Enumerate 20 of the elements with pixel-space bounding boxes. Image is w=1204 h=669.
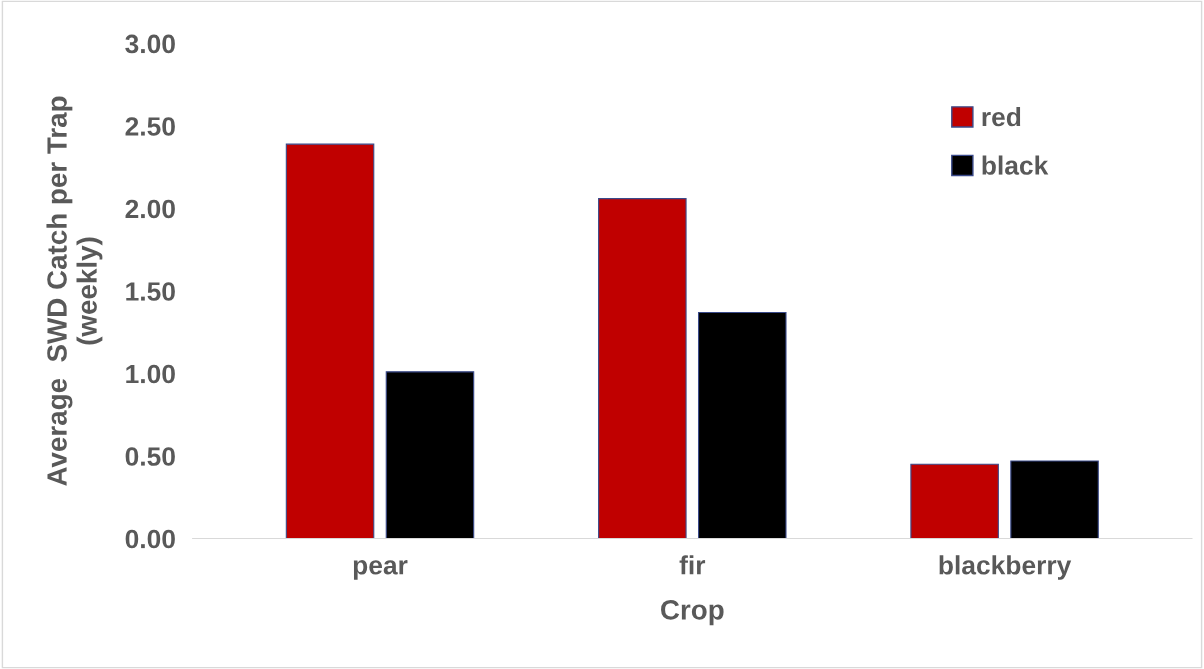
- x-tick-label: fir: [679, 555, 706, 575]
- y-tick-label: 2.50: [125, 117, 175, 136]
- y-tick-label: 0.50: [125, 447, 175, 466]
- y-axis-title: Average SWD Catch per Trap (weekly): [46, 96, 103, 486]
- x-tick-label: pear: [353, 560, 408, 580]
- bar: [1010, 460, 1099, 539]
- y-tick-label: 0.00: [125, 529, 175, 549]
- x-tick-label: blackberry: [939, 555, 1072, 580]
- bar: [697, 311, 787, 539]
- legend-label: red: [982, 106, 1021, 127]
- y-tick-label: 2.00: [125, 199, 175, 219]
- bar: [285, 143, 375, 539]
- bar: [598, 198, 687, 539]
- y-tick-label: 1.50: [126, 282, 175, 301]
- legend-label: black: [982, 155, 1049, 175]
- x-axis-title: Crop: [661, 599, 724, 626]
- y-tick-label: 3.00: [125, 34, 175, 54]
- bar: [385, 371, 475, 539]
- y-tick-label: 1.00: [126, 364, 175, 384]
- bar: [910, 463, 999, 539]
